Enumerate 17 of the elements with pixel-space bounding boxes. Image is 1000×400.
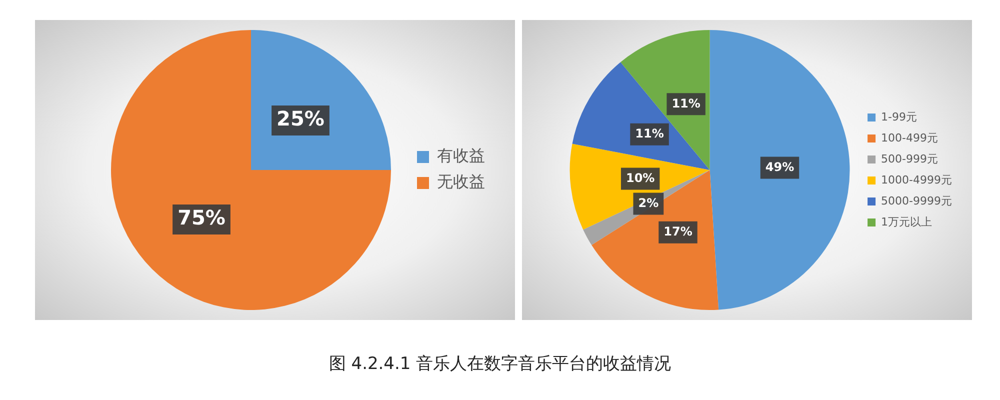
legend-label: 5000-9999元	[881, 194, 952, 208]
data-label: 75%	[178, 206, 226, 230]
caption: 图 4.2.4.1 音乐人在数字音乐平台的收益情况	[328, 353, 672, 375]
data-label: 17%	[664, 224, 692, 238]
legend-label: 有收益	[437, 146, 485, 166]
data-label: 49%	[765, 160, 794, 174]
data-label: 11%	[635, 126, 664, 140]
legend-label: 无收益	[437, 172, 485, 192]
legend-label: 100-499元	[881, 131, 938, 144]
legend-label: 1万元以上	[881, 215, 932, 228]
legend-label: 1000-4999元	[881, 173, 952, 186]
legend-label: 1-99元	[881, 110, 918, 124]
data-label: 2%	[638, 196, 659, 210]
data-label: 25%	[276, 106, 324, 131]
data-label: 11%	[672, 96, 700, 110]
legend-label: 500-999元	[881, 152, 938, 166]
data-label: 10%	[626, 170, 655, 185]
